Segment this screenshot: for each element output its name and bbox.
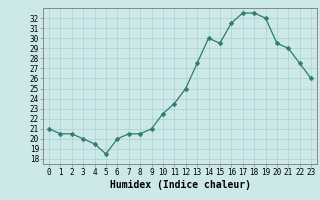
X-axis label: Humidex (Indice chaleur): Humidex (Indice chaleur) — [109, 180, 251, 190]
